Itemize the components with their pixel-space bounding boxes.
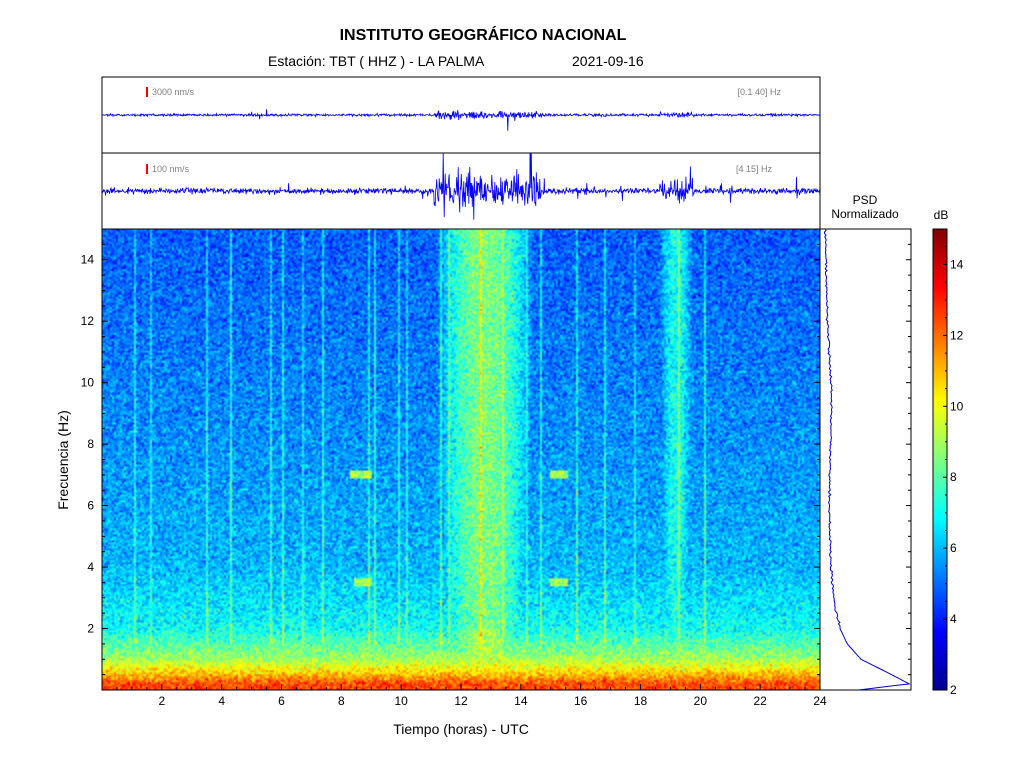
y-tick-label: 14 [81,253,95,267]
colorbar-tick-label: 10 [950,399,964,413]
scale-label-1: 3000 nm/s [152,87,195,97]
band-label-1: [0.1 40] Hz [737,87,781,97]
psd-title-line2: Normalizado [831,207,899,221]
scale-label-2: 100 nm/s [152,164,190,174]
figure-title: INSTITUTO GEOGRÁFICO NACIONAL [339,27,627,44]
x-tick-label: 2 [158,694,165,708]
y-axis-ticks: 2 4 6 8 10 12 14 [81,228,820,691]
psd-ticks [906,228,911,691]
x-tick-label: 22 [753,694,767,708]
colorbar-tick-label: 12 [950,328,964,342]
x-tick-label: 18 [634,694,648,708]
x-tick-label: 16 [574,694,588,708]
station-label: Estación: TBT ( HHZ ) - LA PALMA [268,53,485,69]
y-tick-label: 12 [81,314,95,328]
colorbar-tick-label: 4 [950,612,957,626]
colorbar-tick-label: 2 [950,683,957,697]
y-tick-label: 6 [87,499,94,513]
band-label-2: [4 15] Hz [736,164,773,174]
x-axis-label: Tiempo (horas) - UTC [393,721,529,737]
colorbar-label: dB [933,208,949,222]
psd-curve [823,228,911,691]
y-tick-label: 10 [81,376,95,390]
colorbar-tick-label: 8 [950,470,957,484]
colorbar-tick-label: 14 [950,257,964,271]
x-tick-label: 4 [218,694,225,708]
colorbar [932,228,948,691]
scale-marker-2 [146,164,148,174]
psd-panel [819,228,912,691]
x-axis-ticks: 2 4 6 8 10 12 14 16 18 20 22 24 [101,684,827,708]
x-tick-label: 8 [338,694,345,708]
trace-broadband [102,109,820,131]
colorbar-ticks: 2 4 6 8 10 12 14 [943,228,964,697]
x-tick-label: 10 [394,694,408,708]
y-tick-label: 4 [87,560,94,574]
colorbar-tick-label: 6 [950,541,957,555]
x-tick-label: 12 [454,694,468,708]
psd-title: PSD Normalizado [822,193,908,221]
date-label: 2021-09-16 [572,53,644,69]
trace-filtered [102,153,820,220]
x-tick-label: 20 [694,694,708,708]
spectrogram-layer [102,229,820,690]
psd-title-line1: PSD [852,193,878,207]
x-tick-label: 14 [514,694,528,708]
x-tick-label: 24 [813,694,827,708]
spectrogram-image [102,229,820,690]
x-tick-label: 6 [278,694,285,708]
scale-marker-1 [146,87,148,97]
y-tick-label: 8 [87,437,94,451]
y-tick-label: 2 [87,622,94,636]
